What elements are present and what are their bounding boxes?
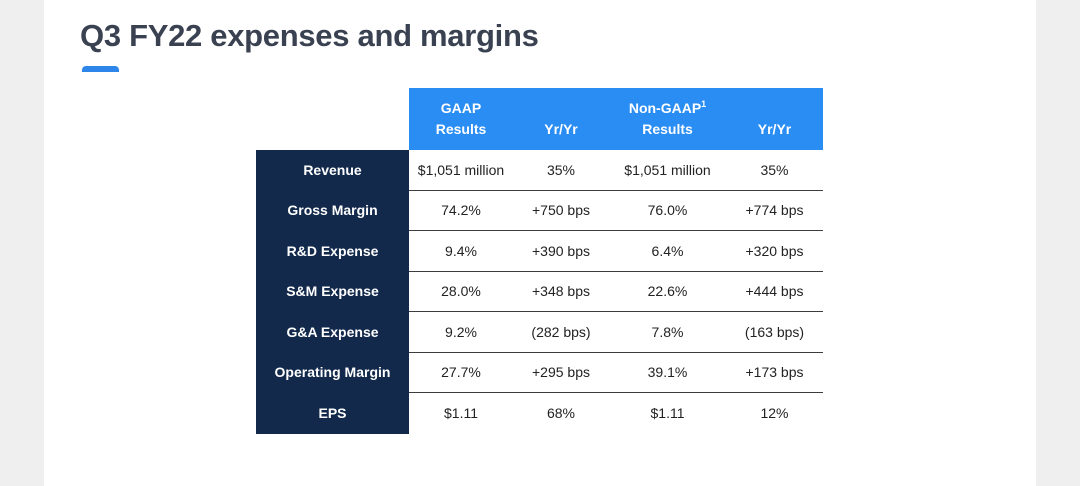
table-row: Operating Margin 27.7% +295 bps 39.1% +1…	[256, 352, 823, 393]
nongaap-yoy-cell: 12%	[760, 405, 789, 421]
nongaap-yoy-cell: +774 bps	[745, 202, 804, 218]
row-label: Revenue	[303, 162, 362, 178]
gaap-result-cell: 9.4%	[445, 243, 477, 259]
header-nongaap-yoy-label: Yr/Yr	[757, 120, 792, 137]
gaap-result-cell: 9.2%	[445, 324, 477, 340]
title-underline	[82, 66, 119, 72]
footnote-marker: 1	[701, 99, 707, 109]
table-row: R&D Expense 9.4% +390 bps 6.4% +320 bps	[256, 231, 823, 272]
gaap-yoy-cell: (282 bps)	[531, 324, 591, 340]
nongaap-yoy-cell: +444 bps	[745, 283, 804, 299]
nongaap-result-cell: 39.1%	[647, 364, 688, 380]
nongaap-result-cell: 6.4%	[651, 243, 684, 259]
header-gaap-yoy: Yr/Yr	[513, 88, 609, 150]
page-title: Q3 FY22 expenses and margins	[80, 18, 539, 53]
gaap-yoy-cell: +348 bps	[532, 283, 590, 299]
nongaap-result-cell: 7.8%	[651, 324, 684, 340]
nongaap-yoy-cell: 35%	[760, 162, 789, 178]
nongaap-result-cell: $1,051 million	[624, 162, 711, 178]
row-divider	[409, 190, 823, 191]
row-label: Gross Margin	[287, 202, 378, 218]
row-label: R&D Expense	[286, 243, 379, 259]
gaap-yoy-cell: 35%	[546, 162, 576, 178]
gaap-yoy-cell: 68%	[546, 405, 576, 421]
header-nongaap-line1: Non-GAAP1	[629, 98, 706, 119]
header-gaap-yoy-label: Yr/Yr	[544, 120, 578, 137]
gaap-result-cell: $1.11	[444, 405, 478, 421]
gaap-yoy-cell: +750 bps	[532, 202, 590, 218]
results-table: GAAP Results Yr/Yr Non-GAAP1 Results Yr/…	[256, 88, 823, 434]
header-gaap-results: GAAP Results	[409, 88, 513, 150]
table-row: EPS $1.11 68% $1.11 12%	[256, 393, 823, 434]
table-header: GAAP Results Yr/Yr Non-GAAP1 Results Yr/…	[409, 88, 823, 150]
row-divider	[409, 392, 823, 393]
header-nongaap-line1-text: Non-GAAP	[628, 100, 702, 116]
row-label: Operating Margin	[274, 364, 391, 380]
table-row: G&A Expense 9.2% (282 bps) 7.8% (163 bps…	[256, 312, 823, 353]
slide: Q3 FY22 expenses and margins GAAP Result…	[44, 0, 1036, 486]
gaap-result-cell: 74.2%	[441, 202, 481, 218]
nongaap-result-cell: $1.11	[650, 405, 685, 421]
header-gaap-line1: GAAP	[440, 100, 482, 116]
header-gaap-line2: Results	[435, 121, 487, 137]
nongaap-result-cell: 22.6%	[647, 283, 688, 299]
row-divider	[409, 271, 823, 272]
table-row: S&M Expense 28.0% +348 bps 22.6% +444 bp…	[256, 271, 823, 312]
row-label-band	[256, 150, 409, 434]
row-label: S&M Expense	[286, 283, 379, 299]
nongaap-result-cell: 76.0%	[647, 202, 688, 218]
gaap-result-cell: $1,051 million	[417, 162, 505, 178]
gaap-yoy-cell: +390 bps	[532, 243, 590, 259]
nongaap-yoy-cell: +320 bps	[745, 243, 804, 259]
nongaap-yoy-cell: (163 bps)	[744, 324, 805, 340]
row-divider	[409, 311, 823, 312]
row-divider	[409, 352, 823, 353]
gaap-result-cell: 27.7%	[441, 364, 481, 380]
nongaap-yoy-cell: +173 bps	[745, 364, 804, 380]
table-row: Revenue $1,051 million 35% $1,051 millio…	[256, 150, 823, 191]
row-label: G&A Expense	[286, 324, 379, 340]
table-row: Gross Margin 74.2% +750 bps 76.0% +774 b…	[256, 190, 823, 231]
header-nongaap-results: Non-GAAP1 Results	[609, 88, 726, 150]
header-nongaap-line2: Results	[642, 121, 693, 137]
row-divider	[409, 230, 823, 231]
gaap-yoy-cell: +295 bps	[532, 364, 590, 380]
row-label: EPS	[318, 405, 347, 421]
gaap-result-cell: 28.0%	[441, 283, 481, 299]
header-nongaap-yoy: Yr/Yr	[726, 88, 823, 150]
